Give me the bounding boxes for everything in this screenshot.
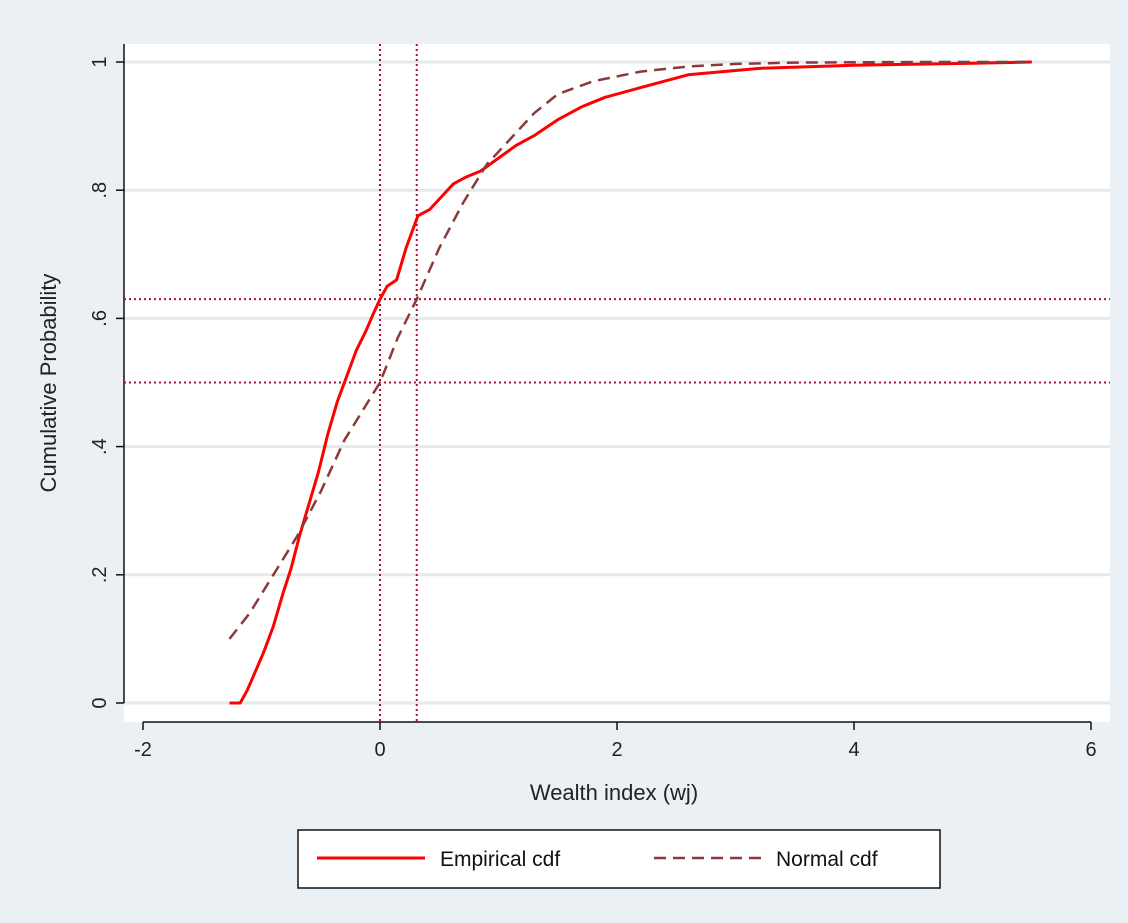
series-line-normal (228, 60, 1032, 640)
x-tick-label-0: -2 (134, 739, 152, 761)
reference-lines (124, 44, 1110, 722)
axes: 0 .2 .4 .6 .8 1 -2 0 2 4 6 (89, 44, 1097, 761)
series-lines (228, 60, 1032, 705)
legend: Empirical cdf Normal cdf (297, 829, 941, 889)
y-tick-label-4: .8 (89, 182, 111, 199)
legend-label-normal: Normal cdf (776, 848, 878, 871)
y-tick-label-3: .6 (89, 310, 111, 327)
y-tick-label-2: .4 (89, 438, 111, 455)
plot-area (124, 44, 1110, 722)
x-tick-label-2: 2 (611, 739, 622, 761)
y-tick-label-0: 0 (89, 697, 111, 708)
x-axis-title: Wealth index (wj) (530, 780, 698, 805)
legend-label-empirical: Empirical cdf (440, 848, 560, 871)
y-tick-label-1: .2 (89, 566, 111, 583)
y-tick-label-5: 1 (89, 56, 111, 67)
y-axis-title: Cumulative Probability (36, 274, 61, 493)
legend-box (297, 829, 941, 889)
x-tick-label-1: 0 (374, 739, 385, 761)
x-tick-label-3: 4 (848, 739, 859, 761)
x-tick-label-4: 6 (1085, 739, 1096, 761)
series-line-empirical (229, 60, 1032, 705)
